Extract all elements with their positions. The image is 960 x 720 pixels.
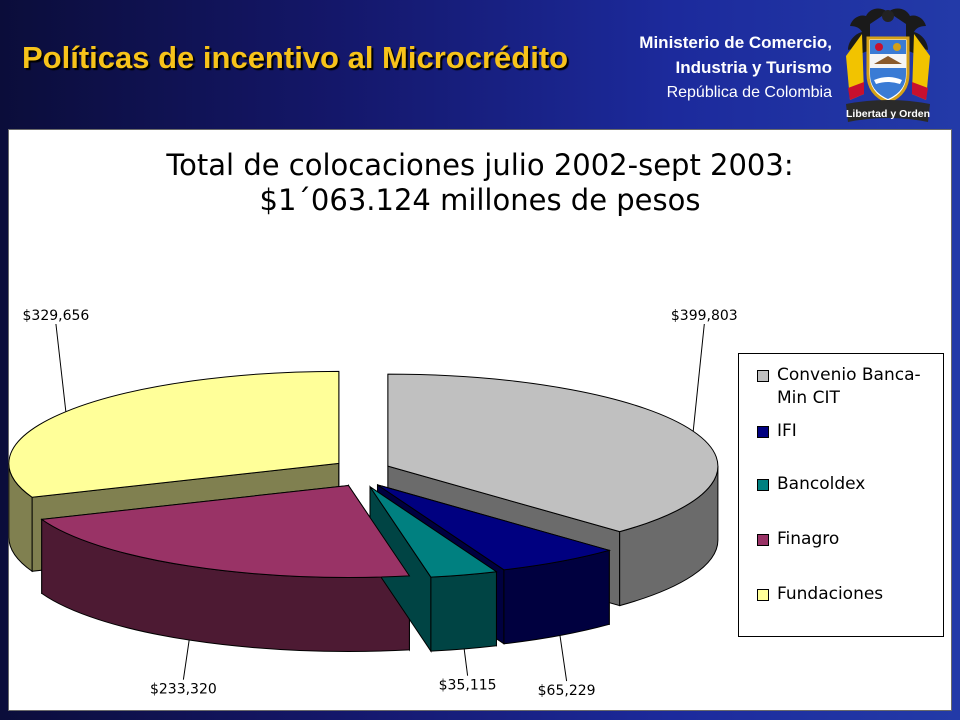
pie-data-label-bancoldex: $35,115	[439, 678, 497, 694]
legend-item-finagro: Finagro	[757, 528, 937, 551]
legend-item-bancoldex: Bancoldex	[757, 473, 937, 496]
pie-labels-layer: $399,803 $65,229 $35,115 $233,320 $329,656	[23, 308, 738, 699]
pie-data-label-finagro: $233,320	[150, 682, 217, 698]
legend-swatch-fundaciones	[757, 589, 769, 601]
pie-slice-ifi	[377, 484, 612, 571]
chart-title-line2: $1´063.124 millones de pesos	[259, 183, 701, 217]
pie-slice-finagro	[40, 484, 411, 578]
pie-data-label-ifi: $65,229	[538, 683, 596, 699]
ministry-name-line2: Industria y Turismo	[675, 58, 833, 77]
pie-leader-line-ifi	[559, 635, 568, 682]
legend-item-ifi: IFI	[757, 420, 937, 443]
ministry-block: Ministerio de Comercio, Industria y Turi…	[639, 30, 832, 105]
pie-leader-line-fundaciones	[55, 323, 67, 412]
legend-item-convenio: Convenio Banca- Min CIT	[757, 364, 937, 410]
legend-swatch-finagro	[757, 534, 769, 546]
ministry-name-line1: Ministerio de Comercio,	[639, 33, 832, 52]
country-name: República de Colombia	[666, 84, 832, 101]
legend-label-fundaciones: Fundaciones	[777, 584, 884, 604]
legend-label-ifi: IFI	[777, 421, 797, 441]
legend-label-convenio-line2: Min CIT	[777, 388, 840, 408]
pie-slice-fundaciones	[8, 370, 340, 498]
chart-title-line1: Total de colocaciones julio 2002-sept 20…	[166, 148, 794, 182]
pie-slice-bancoldex	[369, 486, 498, 578]
pie-outer-wall-bancoldex-0	[430, 571, 497, 652]
pie-data-label-convenio: $399,803	[671, 308, 738, 324]
legend-label-finagro: Finagro	[777, 529, 840, 549]
pie-data-label-fundaciones: $329,656	[23, 308, 90, 324]
pie-tops-layer	[8, 370, 719, 578]
colombia-coat-of-arms-icon: Libertad y Orden	[846, 8, 930, 122]
pie-leader-line-bancoldex	[463, 648, 469, 676]
pie-leader-line-finagro	[182, 639, 190, 680]
legend-swatch-convenio	[757, 370, 769, 382]
legend-swatch-bancoldex	[757, 479, 769, 491]
legend-item-fundaciones: Fundaciones	[757, 583, 937, 606]
legend-swatch-ifi	[757, 426, 769, 438]
pie-leader-line-convenio	[692, 323, 705, 432]
legend-label-convenio-line1: Convenio Banca-	[777, 365, 921, 385]
chart-title: Total de colocaciones julio 2002-sept 20…	[0, 148, 960, 218]
chart-legend: Convenio Banca- Min CIT IFI Bancoldex Fi…	[738, 353, 944, 637]
legend-label-bancoldex: Bancoldex	[777, 474, 866, 494]
emblem-motto: Libertad y Orden	[846, 108, 930, 120]
page-title: Políticas de incentivo al Microcrédito	[22, 40, 569, 75]
